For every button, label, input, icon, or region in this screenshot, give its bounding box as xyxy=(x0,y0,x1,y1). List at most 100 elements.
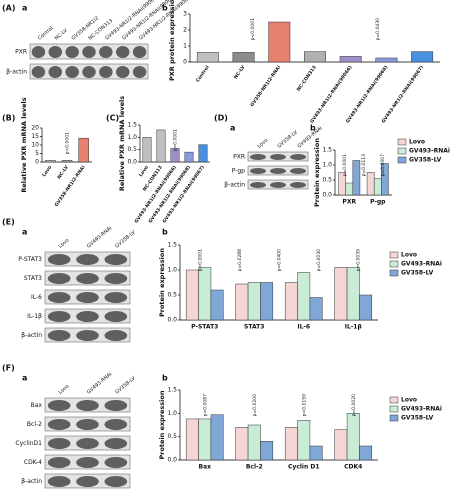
band xyxy=(47,330,71,341)
blot-row-label: IL-1β xyxy=(27,313,42,320)
band xyxy=(47,400,71,411)
band xyxy=(47,476,71,487)
blot-row-label: β-actin xyxy=(224,182,245,189)
bar xyxy=(359,445,373,461)
band xyxy=(99,46,113,58)
bar xyxy=(247,424,261,461)
bar xyxy=(304,51,326,63)
bar xyxy=(334,267,348,321)
x-tick-label: GV358-NR1I2-RNAi xyxy=(249,64,282,108)
legend-label: GV358-LV xyxy=(401,270,434,277)
bar xyxy=(381,163,389,196)
y-tick-label: 2 xyxy=(183,27,187,34)
bar xyxy=(198,267,212,321)
band xyxy=(104,311,128,322)
band xyxy=(104,292,128,303)
blot-row-label: Bax xyxy=(31,402,43,409)
y-tick-label: 1 xyxy=(183,43,187,50)
bar xyxy=(284,427,298,461)
band xyxy=(270,182,286,188)
y-axis-label: PXR protein expression xyxy=(168,0,176,81)
legend-label: GV493-RNAi xyxy=(401,406,442,413)
bar xyxy=(268,21,291,63)
bar xyxy=(284,282,298,321)
band xyxy=(76,292,99,303)
band xyxy=(48,46,63,58)
band xyxy=(290,154,306,160)
legend-swatch xyxy=(389,396,399,404)
panel-label: b xyxy=(162,374,168,383)
bar xyxy=(247,282,261,321)
y-tick-label: 0.5 xyxy=(167,292,177,299)
bar xyxy=(170,148,180,163)
band xyxy=(76,273,99,284)
band xyxy=(76,400,99,411)
bar xyxy=(196,52,219,63)
bar xyxy=(156,129,166,163)
annotation: p=0.0001 xyxy=(342,154,348,177)
band xyxy=(76,330,99,341)
legend-swatch xyxy=(397,147,407,155)
band xyxy=(65,66,79,78)
y-tick-label: 0 xyxy=(183,59,187,66)
band xyxy=(290,168,306,174)
band xyxy=(76,311,99,322)
y-tick-label: 1.5 xyxy=(322,147,332,154)
y-tick-label: 1.0 xyxy=(127,134,137,141)
panel-label: a xyxy=(22,374,27,383)
x-tick-label: NC-LV xyxy=(233,64,247,80)
lane-label: Lovo xyxy=(256,138,269,150)
bar xyxy=(373,178,382,196)
annotation: p=0.0035 xyxy=(356,249,362,272)
x-tick-label: NC-CON313 xyxy=(296,65,318,93)
bar xyxy=(260,282,274,321)
bar xyxy=(210,414,224,461)
y-axis-label: Relative PXR mRNA levels xyxy=(20,97,28,192)
y-axis-label: Protein expression xyxy=(158,390,166,459)
lane-label: Lovo xyxy=(58,384,71,396)
band xyxy=(47,311,71,322)
panel-label: (D) xyxy=(214,114,228,123)
y-axis-label: Relative PXR mRNA levels xyxy=(118,96,126,191)
band xyxy=(115,46,130,58)
annotation: p=0.0159 xyxy=(301,394,307,417)
legend-label: Lovo xyxy=(401,252,417,259)
bar xyxy=(210,289,224,321)
annotation: p<0.0001 xyxy=(65,132,71,155)
y-tick-label: 0.5 xyxy=(127,146,137,153)
bar xyxy=(142,137,152,163)
annotation: p=0.0113 xyxy=(361,154,367,177)
x-tick-label: IL-6 xyxy=(297,324,310,331)
legend-swatch xyxy=(389,405,399,413)
band xyxy=(48,66,63,78)
band xyxy=(76,419,99,430)
x-tick-label: CDK4 xyxy=(344,464,362,471)
bar xyxy=(198,418,212,461)
band xyxy=(290,182,306,188)
bar xyxy=(309,445,323,461)
y-tick-label: 5 xyxy=(35,150,39,157)
band xyxy=(99,66,113,78)
y-axis-label: Protein expression xyxy=(313,138,321,207)
y-tick-label: 10 xyxy=(31,142,39,149)
bar xyxy=(260,441,274,461)
band xyxy=(65,46,79,58)
blot-row-label: P-STAT3 xyxy=(18,256,42,263)
panel-label: a xyxy=(230,124,235,133)
bar xyxy=(309,297,323,321)
y-tick-label: 1.5 xyxy=(167,242,177,249)
y-tick-label: 0.5 xyxy=(322,177,332,184)
band xyxy=(47,457,71,468)
bar xyxy=(352,160,361,196)
x-tick-label: Control xyxy=(195,64,211,83)
bar xyxy=(185,269,199,321)
lane-label: GV358-LV xyxy=(276,129,299,150)
lane-label: Control xyxy=(37,25,55,41)
band xyxy=(104,330,128,341)
x-tick-label: P-gp xyxy=(370,199,386,206)
y-tick-label: 0.5 xyxy=(167,433,177,440)
x-tick-label: Bax xyxy=(199,464,212,471)
y-tick-label: 1.0 xyxy=(322,162,332,169)
panel-label: (B) xyxy=(2,114,15,123)
